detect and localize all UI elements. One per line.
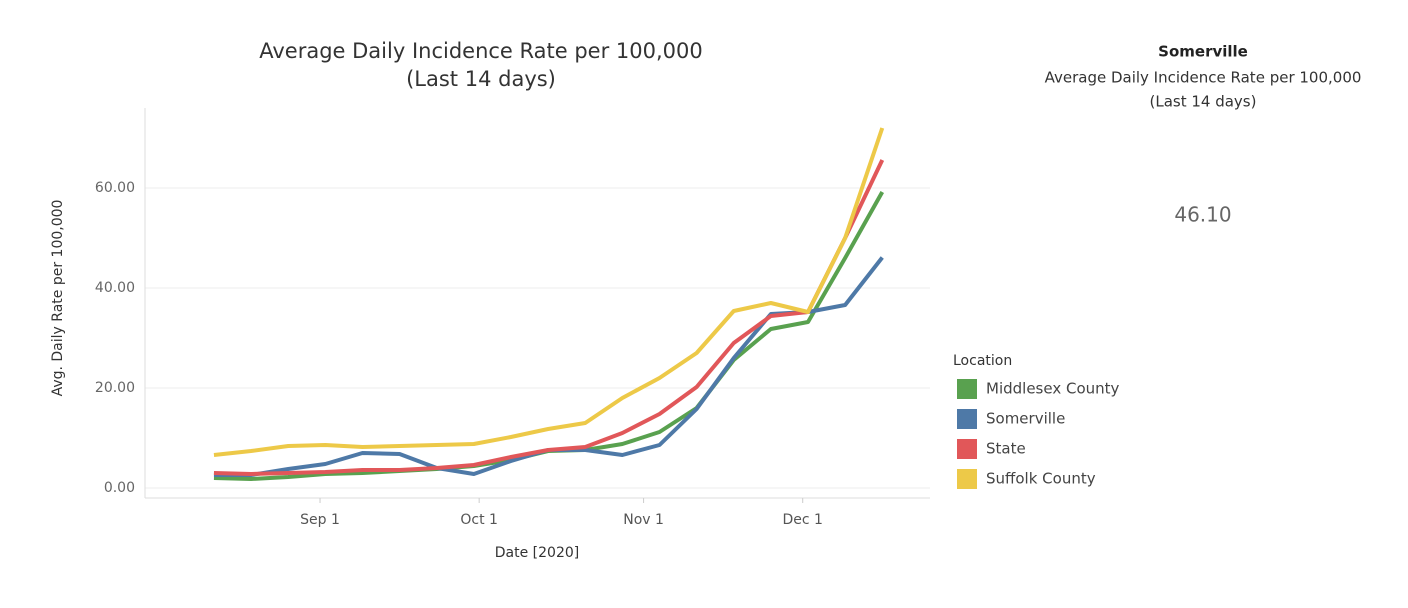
y-tick-label: 60.00 — [95, 180, 135, 196]
legend-swatch — [957, 439, 977, 459]
kpi-subtitle: (Last 14 days) — [1150, 93, 1257, 111]
legend-swatch — [957, 409, 977, 429]
legend-label: Somerville — [986, 410, 1065, 428]
series-line — [213, 127, 885, 457]
legend-swatch — [957, 469, 977, 489]
x-tick-label: Sep 1 — [300, 512, 340, 528]
legend-label: State — [986, 440, 1026, 458]
series-line — [213, 191, 885, 481]
legend-label: Middlesex County — [986, 380, 1120, 398]
x-axis-label: Date [2020] — [495, 545, 579, 561]
y-tick-label: 20.00 — [95, 380, 135, 396]
y-axis-label: Avg. Daily Rate per 100,000 — [50, 200, 66, 397]
kpi-subtitle: Average Daily Incidence Rate per 100,000 — [1045, 69, 1362, 87]
series-line — [213, 159, 885, 476]
legend-label: Suffolk County — [986, 470, 1096, 488]
chart-subtitle: (Last 14 days) — [406, 67, 556, 91]
y-tick-label: 0.00 — [104, 480, 135, 496]
kpi-title: Somerville — [1158, 43, 1248, 61]
x-tick-label: Nov 1 — [623, 512, 664, 528]
x-tick-label: Oct 1 — [460, 512, 498, 528]
y-tick-label: 40.00 — [95, 280, 135, 296]
legend-title: Location — [953, 353, 1012, 369]
legend-swatch — [957, 379, 977, 399]
series-line — [213, 256, 884, 477]
x-tick-label: Dec 1 — [782, 512, 822, 528]
kpi-value: 46.10 — [1174, 203, 1231, 227]
chart-title: Average Daily Incidence Rate per 100,000 — [259, 39, 703, 63]
